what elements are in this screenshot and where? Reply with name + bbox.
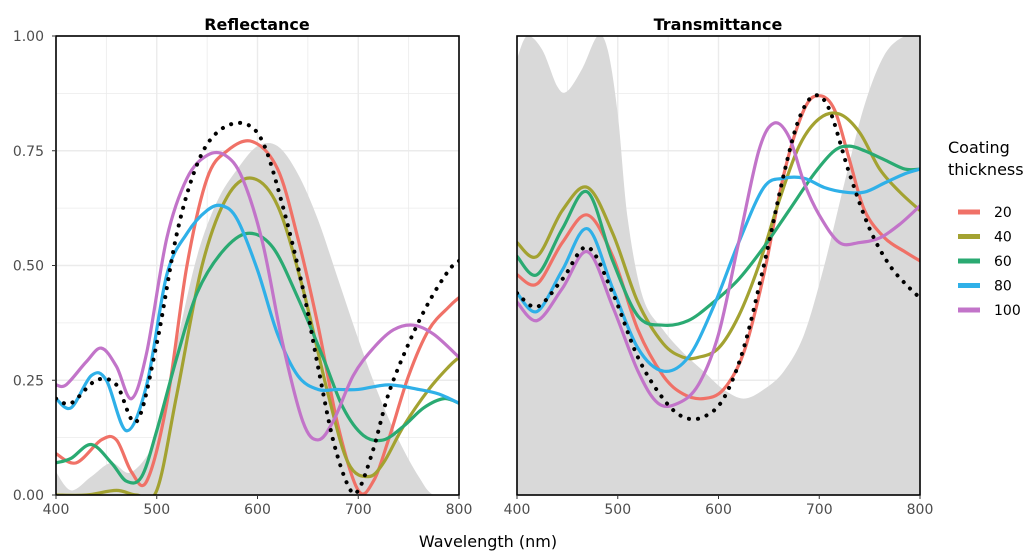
series-line-40	[517, 111, 920, 361]
y-tick-label: 0.25	[13, 373, 44, 389]
x-tick-label: 700	[806, 502, 833, 518]
legend-label-100: 100	[994, 303, 1021, 319]
x-tick-label: 400	[43, 502, 70, 518]
legend-label-40: 40	[994, 230, 1012, 246]
legend-label-80: 80	[994, 279, 1012, 295]
series-line-60	[517, 144, 920, 327]
x-tick-label: 500	[604, 502, 631, 518]
legend-label-20: 20	[994, 205, 1012, 221]
x-tick-label: 600	[705, 502, 732, 518]
x-axis-title: Wavelength (nm)	[419, 532, 557, 551]
legend-title-line2: thickness	[948, 160, 1024, 179]
transmittance-panel: Transmittance 400 500 600 700 800	[504, 15, 934, 518]
x-tick-label: 800	[907, 502, 934, 518]
series-line-60	[56, 231, 459, 485]
series-line-dotted-reference	[56, 120, 459, 495]
reflectance-panel: Reflectance 400 500 600 700 800 0.00 0.25 0.50 0…	[13, 15, 473, 518]
x-tick-label: 500	[143, 502, 170, 518]
x-tick-label: 700	[345, 502, 372, 518]
series-line-80	[56, 203, 459, 433]
series-line-100	[56, 150, 459, 442]
x-tick-label: 400	[504, 502, 531, 518]
reflectance-title: Reflectance	[204, 15, 310, 34]
y-tick-label: 0.00	[13, 488, 44, 504]
y-tick-label: 0.75	[13, 144, 44, 160]
x-tick-label: 800	[446, 502, 473, 518]
y-tick-label: 1.00	[13, 29, 44, 45]
series-line-100	[517, 121, 920, 408]
x-tick-label: 600	[244, 502, 271, 518]
y-tick-label: 0.50	[13, 259, 44, 275]
legend-label-60: 60	[994, 254, 1012, 270]
background-spectrum-area	[56, 143, 459, 495]
series-line-20	[56, 139, 459, 495]
legend: Coating thickness 20 40 60 80 100	[948, 138, 1024, 319]
background-spectrum-area	[517, 36, 920, 495]
series-line-40	[56, 176, 459, 495]
legend-title-line1: Coating	[948, 138, 1010, 157]
transmittance-title: Transmittance	[654, 15, 783, 34]
